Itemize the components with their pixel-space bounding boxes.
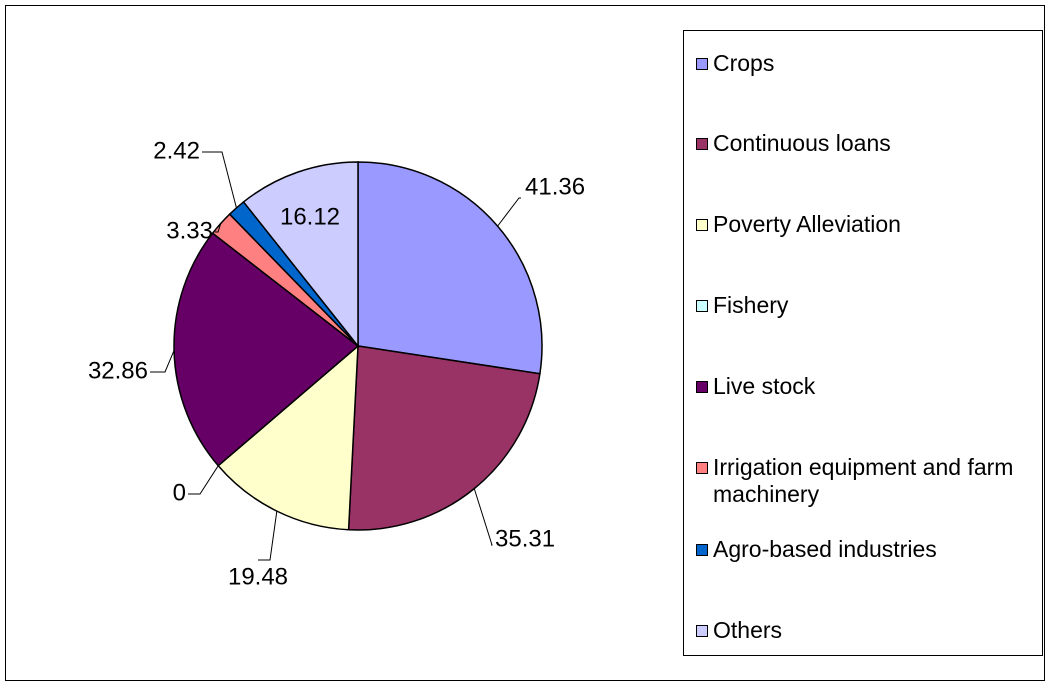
legend-swatch xyxy=(696,381,708,393)
data-label: 32.86 xyxy=(88,357,148,384)
data-label: 19.48 xyxy=(228,563,288,590)
leader-line xyxy=(497,197,521,227)
legend: Crops Continuous loans Poverty Alleviation… xyxy=(683,30,1043,656)
pie-slice xyxy=(173,232,360,467)
legend-swatch xyxy=(696,625,708,637)
data-label: 3.33 xyxy=(166,217,213,244)
legend-item: Crops xyxy=(696,50,1036,77)
chart-border xyxy=(5,5,1045,681)
data-label: 2.42 xyxy=(153,137,200,164)
legend-label: Live stock xyxy=(713,373,816,399)
legend-swatch xyxy=(696,138,708,150)
leader-line xyxy=(215,223,222,233)
data-label: 16.12 xyxy=(280,203,340,230)
data-label: 41.36 xyxy=(525,173,585,200)
data-label: 0 xyxy=(173,479,186,506)
legend-swatch xyxy=(696,219,708,231)
legend-label: Crops xyxy=(713,50,775,76)
leader-line xyxy=(258,511,278,561)
data-label: 35.31 xyxy=(495,525,555,552)
legend-item: Poverty Alleviation xyxy=(696,211,1036,238)
legend-item: Others xyxy=(696,617,1036,644)
leader-line xyxy=(202,151,237,208)
legend-label: Continuous loans xyxy=(713,130,891,156)
leader-line xyxy=(473,488,493,546)
legend-label: Poverty Alleviation xyxy=(713,211,901,237)
legend-item: Fishery xyxy=(696,292,1036,319)
legend-item: Continuous loans xyxy=(696,130,1036,157)
legend-label: Agro-based industries xyxy=(713,536,937,562)
legend-swatch xyxy=(696,58,708,70)
legend-swatch xyxy=(696,462,708,474)
pie-slice xyxy=(242,161,359,349)
leader-line xyxy=(188,465,219,495)
pie-slice xyxy=(357,161,543,375)
legend-label: Irrigation equipment and farm machinery xyxy=(713,454,1014,507)
legend-item: Live stock xyxy=(696,373,1036,400)
legend-swatch xyxy=(696,300,708,312)
legend-label: Fishery xyxy=(713,292,789,318)
legend-label: Others xyxy=(713,617,783,643)
legend-swatch xyxy=(696,544,708,556)
leader-line xyxy=(150,350,175,373)
legend-item: Agro-based industries xyxy=(696,536,1036,563)
legend-item: Irrigation equipment and farm machinery xyxy=(696,454,1036,508)
pie-slice xyxy=(347,345,541,531)
